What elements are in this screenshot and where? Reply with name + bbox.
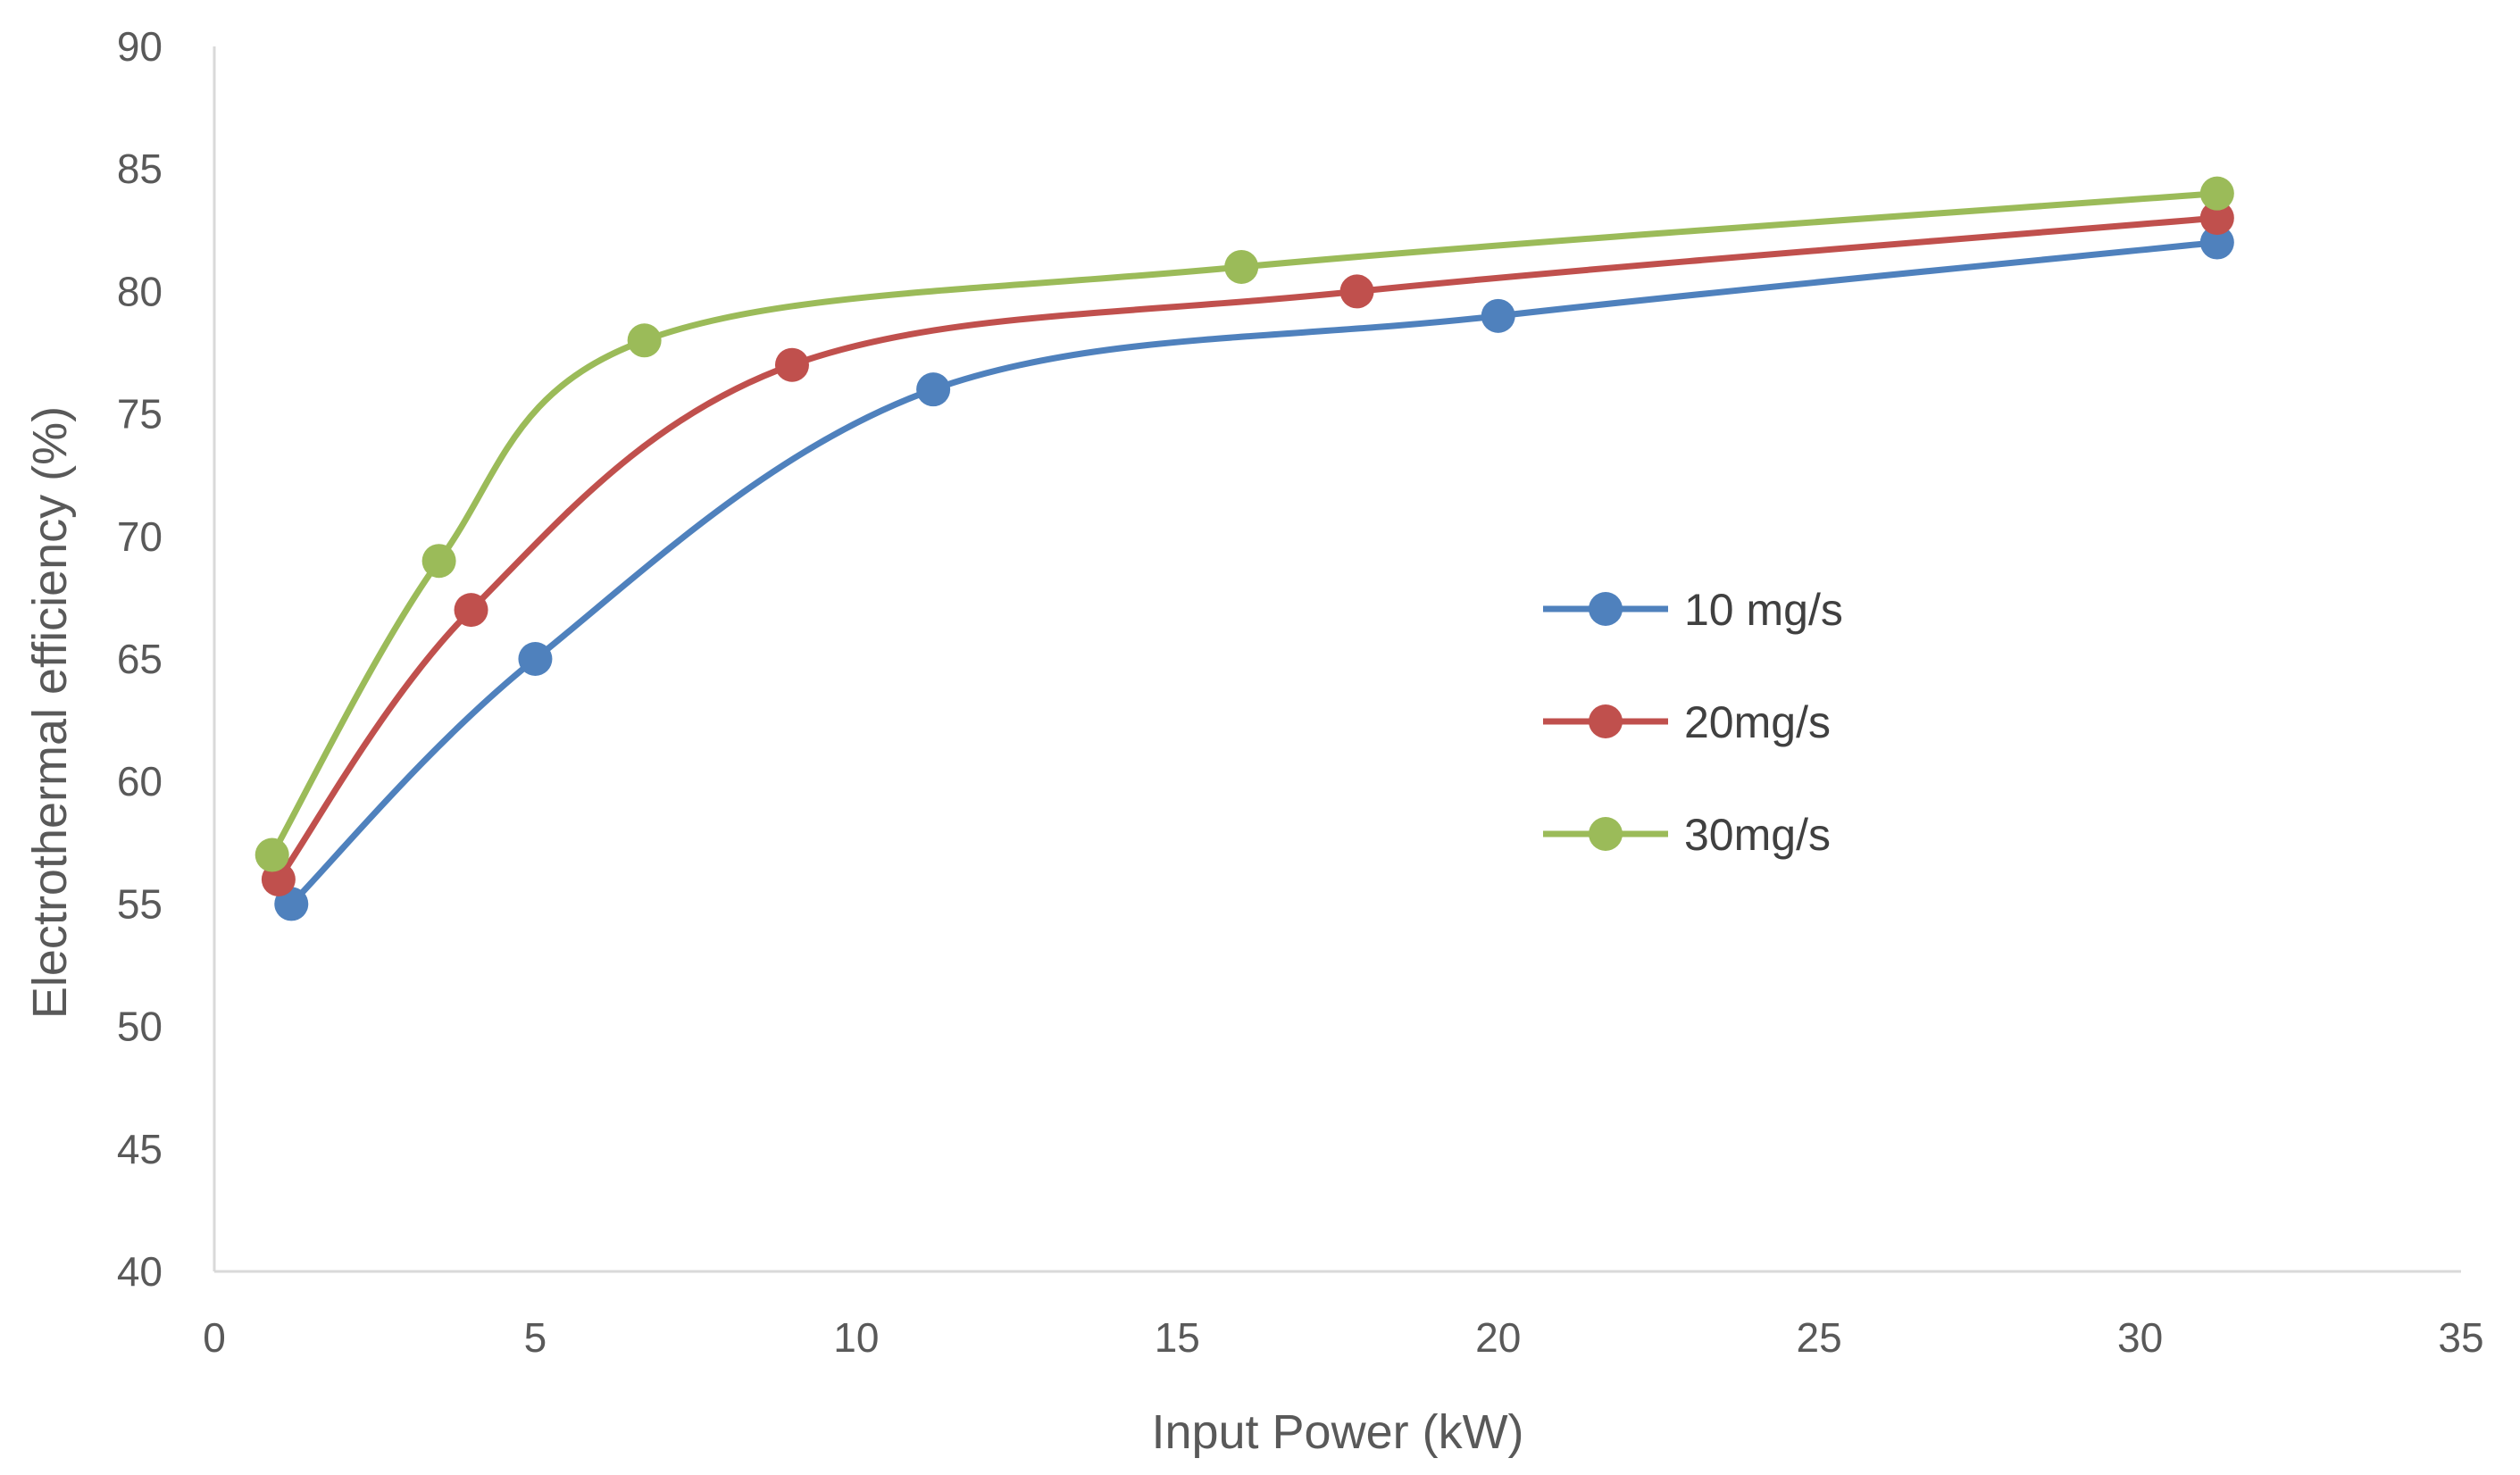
y-axis-ticks: 40 45 50 55 60 65 70 75 80 85 90 <box>117 23 163 1295</box>
series-line-1 <box>288 239 2221 907</box>
x-axis-ticks: 0 5 10 15 20 25 30 35 <box>203 1314 2483 1361</box>
data-point <box>1224 249 1259 284</box>
y-tick-label: 75 <box>117 391 163 438</box>
data-point <box>774 347 809 382</box>
plot-area: 0 5 10 15 20 25 30 35 40 45 50 55 60 65 70 75 80 85 90 <box>117 23 2484 1361</box>
x-tick-label: 5 <box>524 1314 547 1361</box>
x-tick-label: 10 <box>833 1314 879 1361</box>
legend-label: 20mg/s <box>1684 697 1831 747</box>
legend-label: 10 mg/s <box>1684 585 1843 635</box>
data-point <box>454 593 488 628</box>
data-point <box>2199 225 2234 260</box>
data-point <box>916 372 951 407</box>
data-point <box>518 642 553 676</box>
y-tick-label: 85 <box>117 146 163 192</box>
y-tick-label: 70 <box>117 513 163 560</box>
y-tick-label: 60 <box>117 758 163 804</box>
data-point <box>1339 274 1374 309</box>
data-point <box>255 838 289 872</box>
series-points <box>255 176 2234 921</box>
y-tick-label: 50 <box>117 1004 163 1050</box>
data-point <box>1481 298 1515 333</box>
series-lines <box>269 190 2221 907</box>
series-line-3 <box>269 190 2221 859</box>
legend-item: 10 mg/s <box>1543 585 1843 635</box>
data-point <box>2199 201 2234 236</box>
y-tick-label: 65 <box>117 636 163 682</box>
legend-marker <box>1589 704 1623 738</box>
legend-marker <box>1589 592 1623 626</box>
y-tick-label: 90 <box>117 23 163 70</box>
y-axis-title: Electrothermal efficiency (%) <box>23 406 77 1019</box>
data-point <box>627 323 662 358</box>
data-point <box>421 544 456 579</box>
x-tick-label: 25 <box>1797 1314 1842 1361</box>
series-line-2 <box>275 214 2221 883</box>
data-point <box>2199 176 2234 211</box>
y-tick-label: 80 <box>117 268 163 314</box>
legend-item: 20mg/s <box>1543 697 1831 747</box>
legend: 10 mg/s 20mg/s 30mg/s <box>1543 585 1843 860</box>
x-axis-title: Input Power (kW) <box>1151 1405 1523 1459</box>
x-tick-label: 35 <box>2438 1314 2483 1361</box>
x-tick-label: 30 <box>2117 1314 2163 1361</box>
legend-label: 30mg/s <box>1684 810 1831 860</box>
x-tick-label: 0 <box>203 1314 226 1361</box>
y-tick-label: 45 <box>117 1126 163 1172</box>
legend-marker <box>1589 817 1623 851</box>
x-tick-label: 20 <box>1475 1314 1521 1361</box>
y-tick-label: 40 <box>117 1248 163 1295</box>
y-tick-label: 55 <box>117 880 163 927</box>
legend-item: 30mg/s <box>1543 810 1831 860</box>
x-tick-label: 15 <box>1155 1314 1200 1361</box>
